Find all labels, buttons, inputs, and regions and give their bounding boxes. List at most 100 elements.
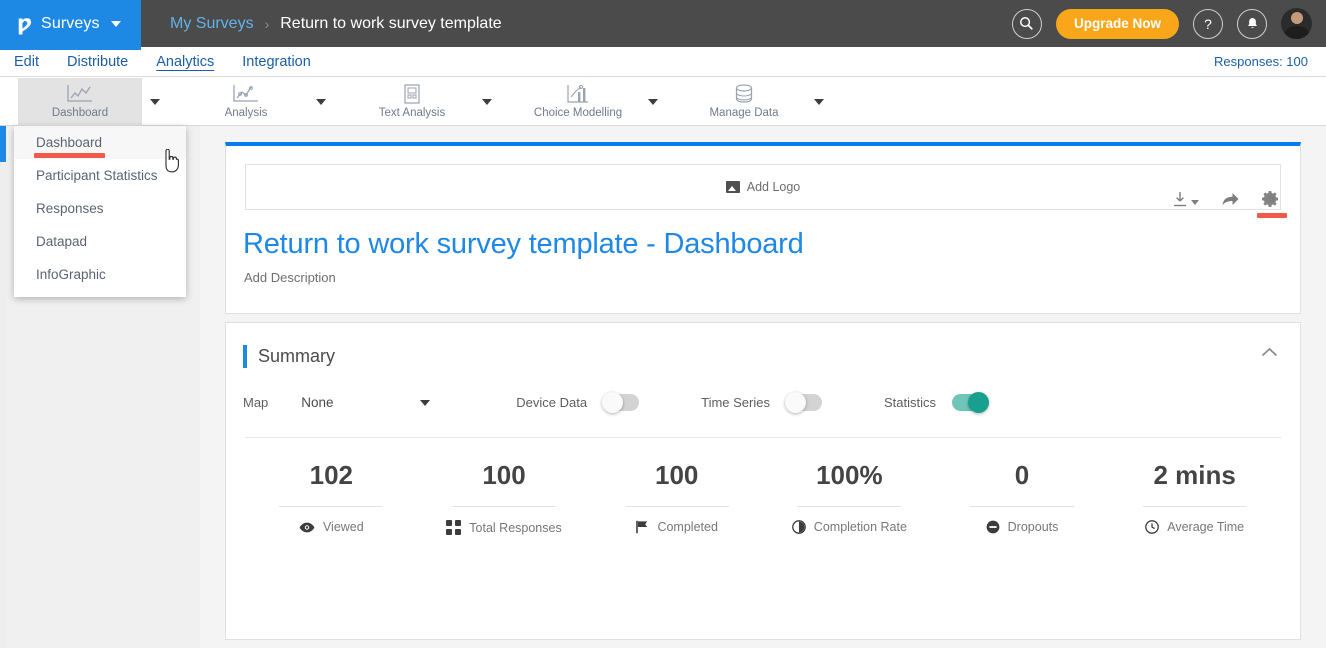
toolbar-item-choice-modelling[interactable]: Choice Modelling: [516, 78, 640, 126]
toolbar-item-label: Dashboard: [51, 107, 109, 119]
top-bar-actions: Upgrade Now ?: [1011, 0, 1312, 47]
breadcrumb-current: Return to work survey template: [280, 14, 502, 32]
gear-icon[interactable]: [1257, 190, 1287, 218]
brand-label: Surveys: [41, 14, 100, 32]
tab-analytics[interactable]: Analytics: [156, 53, 215, 70]
brand-surveys-menu[interactable]: ƿ Surveys: [0, 0, 141, 47]
stat-dropouts: 0 Dropouts: [936, 460, 1109, 535]
breadcrumb: My Surveys › Return to work survey templ…: [170, 15, 502, 33]
time-series-label: Time Series: [701, 395, 770, 410]
minus-circle-icon: [986, 520, 1000, 534]
search-icon[interactable]: [1011, 8, 1042, 39]
stat-value: 100: [654, 460, 699, 490]
tab-integration[interactable]: Integration: [242, 53, 311, 70]
analysis-dropdown-caret-icon[interactable]: [316, 98, 326, 105]
menu-item-dashboard[interactable]: Dashboard: [14, 126, 186, 159]
breadcrumb-my-surveys[interactable]: My Surveys: [170, 14, 254, 32]
four-dots-icon: [446, 520, 462, 535]
add-logo-label: Add Logo: [746, 180, 801, 194]
dashboard-actions: [1172, 190, 1287, 218]
toolbar-left-gap: [0, 78, 18, 125]
stat-value: 2 mins: [1153, 460, 1236, 490]
flag-icon: [635, 520, 649, 534]
toolbar-item-text-analysis[interactable]: Text Analysis: [350, 78, 474, 126]
download-caret-icon: [1191, 199, 1199, 205]
stat-completed: 100 Completed: [590, 460, 763, 535]
summary-accent-bar: [243, 345, 247, 368]
breadcrumb-separator: ›: [264, 15, 270, 32]
summary-controls: Map None Device Data Time Series Statist…: [226, 368, 1300, 413]
toggle-knob: [602, 392, 624, 413]
choice-modelling-dropdown-caret-icon[interactable]: [648, 98, 658, 105]
document-grid-icon: [401, 84, 423, 104]
statistics-toggle[interactable]: [952, 392, 989, 413]
dashboard-dropdown-menu: Dashboard Participant Statistics Respons…: [14, 126, 186, 297]
tab-edit[interactable]: Edit: [14, 53, 39, 70]
analytics-toolbar: Dashboard Analysis Text Analysis: [0, 77, 1326, 126]
page-title: Return to work survey template - Dashboa…: [243, 228, 804, 260]
summary-stats-row: 102 Viewed 100 Total Responses: [226, 460, 1300, 535]
stat-rule: [797, 506, 902, 507]
stat-value: 102: [309, 460, 354, 490]
menu-item-infographic[interactable]: InfoGraphic: [14, 258, 186, 291]
menu-item-datapad[interactable]: Datapad: [14, 225, 186, 258]
toolbar-group-choice-modelling: Choice Modelling: [516, 78, 682, 125]
stat-rule: [1142, 506, 1247, 507]
menu-item-participant-statistics[interactable]: Participant Statistics: [14, 159, 186, 192]
menu-item-responses[interactable]: Responses: [14, 192, 186, 225]
help-icon[interactable]: ?: [1193, 8, 1223, 39]
toolbar-group-manage-data: Manage Data: [682, 78, 848, 125]
scatter-chart-icon: [232, 84, 260, 104]
user-avatar[interactable]: [1281, 8, 1312, 39]
menu-item-label: Datapad: [36, 234, 88, 249]
stat-label: Completion Rate: [813, 520, 907, 534]
time-series-toggle[interactable]: [784, 392, 822, 413]
summary-title: Summary: [258, 346, 336, 366]
toolbar-item-manage-data[interactable]: Manage Data: [682, 78, 806, 126]
stat-rule: [279, 506, 384, 507]
stat-average-time: 2 mins Average Time: [1108, 460, 1281, 535]
device-data-label: Device Data: [516, 395, 588, 410]
stat-label: Average Time: [1167, 520, 1245, 534]
download-icon[interactable]: [1172, 191, 1199, 208]
map-label: Map: [243, 395, 269, 410]
pie-clock-icon: [791, 520, 806, 534]
clock-icon: [1145, 520, 1160, 534]
chevron-down-icon: [420, 399, 431, 406]
chevron-down-icon: [110, 20, 121, 27]
toolbar-group-analysis: Analysis: [184, 78, 350, 125]
menu-item-label: Dashboard: [36, 135, 103, 150]
summary-card: Summary Map None Device Data Time Series: [225, 322, 1301, 640]
stat-rule: [452, 506, 556, 507]
add-description-link[interactable]: Add Description: [244, 270, 336, 285]
mouse-cursor-pointer-icon: [160, 148, 180, 173]
device-data-toggle[interactable]: [602, 392, 640, 413]
tab-distribute[interactable]: Distribute: [67, 53, 129, 70]
manage-data-dropdown-caret-icon[interactable]: [814, 98, 824, 105]
text-analysis-dropdown-caret-icon[interactable]: [482, 98, 492, 105]
map-selected-value: None: [301, 395, 334, 410]
map-select[interactable]: None: [301, 395, 446, 410]
toolbar-group-dashboard: Dashboard: [18, 77, 184, 126]
stat-value: 100: [482, 460, 526, 490]
stat-completion-rate: 100% Completion Rate: [763, 460, 936, 535]
chevron-up-icon[interactable]: [1261, 345, 1278, 363]
toggle-knob: [784, 392, 806, 413]
stat-label: Viewed: [322, 520, 364, 534]
dashboard-dropdown-caret-icon[interactable]: [150, 98, 160, 105]
share-icon[interactable]: [1221, 191, 1240, 208]
toolbar-item-analysis[interactable]: Analysis: [184, 78, 308, 126]
selection-marker: [34, 153, 105, 158]
stat-label: Dropouts: [1007, 520, 1059, 534]
stat-footer: Completion Rate: [791, 520, 907, 534]
notifications-bell-icon[interactable]: [1237, 8, 1267, 39]
toolbar-item-dashboard[interactable]: Dashboard: [18, 77, 142, 126]
upgrade-now-button[interactable]: Upgrade Now: [1055, 8, 1179, 39]
gear-selection-marker: [1257, 213, 1287, 218]
stat-footer: Total Responses: [446, 520, 562, 535]
stat-total-responses: 100 Total Responses: [418, 460, 591, 535]
menu-item-label: InfoGraphic: [36, 267, 106, 282]
add-logo-dropzone[interactable]: Add Logo: [245, 164, 1281, 210]
responses-count: Responses: 100: [1214, 54, 1308, 69]
